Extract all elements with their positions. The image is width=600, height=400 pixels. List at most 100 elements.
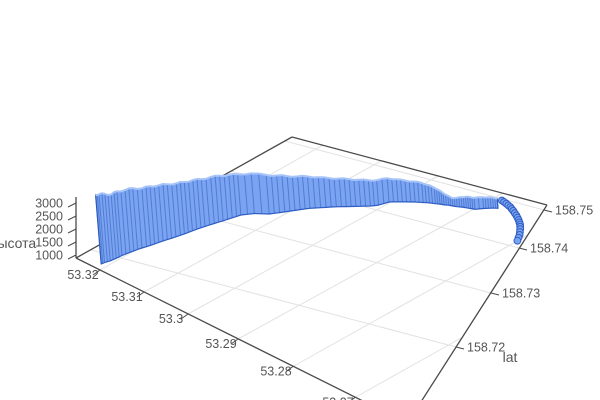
z-tick-mark (67, 228, 77, 234)
bar-stripe (286, 176, 291, 212)
bar-stripe (471, 197, 474, 209)
bar-stripe (250, 173, 255, 214)
bar-stripe (116, 191, 123, 256)
bar-stripe (381, 178, 385, 204)
bar-stripe (110, 194, 117, 259)
bar-stripe (113, 192, 120, 257)
bar-stripe (270, 175, 275, 214)
x-tick-label: 53.31 (111, 290, 142, 304)
bar-stripe (412, 181, 416, 203)
bar-stripe (281, 175, 286, 212)
x-axis-line (75, 257, 363, 400)
elevation-ribbon[interactable] (95, 172, 525, 265)
back-edge-right (291, 136, 548, 206)
bar-stripe (353, 179, 357, 207)
grid-line (90, 249, 457, 348)
bar-stripe (442, 193, 445, 205)
x-tick-label: 53.3 (159, 312, 183, 326)
bar-stripe (496, 198, 499, 209)
z-tick-mark (67, 254, 77, 260)
x-tick-mark (136, 291, 145, 298)
bar-stripe (477, 197, 480, 209)
bar-stripe (141, 188, 148, 247)
bar-stripe (386, 178, 390, 202)
bar-stripe (473, 197, 476, 210)
z-tick-label: 1000 (35, 249, 63, 263)
z-tick-label: 3000 (35, 197, 63, 211)
bar-stripe (421, 182, 424, 203)
band-top-highlight (95, 172, 498, 200)
y-tick-mark (543, 209, 553, 213)
grid-line (292, 234, 529, 367)
bar-stripe (438, 190, 441, 205)
bar-stripe (433, 187, 436, 204)
x-tick-label: 53.28 (260, 365, 291, 379)
bar-stripe (455, 197, 458, 207)
bar-stripe (492, 197, 494, 209)
bar-stripe (153, 186, 160, 243)
y-axis-title: lat (503, 349, 518, 365)
bar-stripe (132, 188, 139, 250)
bar-stripe (210, 177, 215, 224)
bar-stripe (214, 175, 220, 223)
bar-stripe (449, 196, 452, 206)
bar-stripe (188, 181, 193, 231)
bar-stripe (276, 175, 281, 213)
y-tick-label: 158.74 (530, 242, 568, 256)
bar-stripe (464, 196, 467, 208)
y-axis-line (421, 204, 548, 400)
z-tick-mark (67, 215, 77, 221)
bar-stripe (494, 198, 497, 209)
bar-stripe (95, 194, 102, 265)
bar-stripe (427, 184, 431, 203)
x-tick-mark (350, 397, 356, 400)
grid-line (354, 337, 463, 398)
y-tick-label: 158.73 (502, 287, 540, 301)
bar-stripe (395, 179, 399, 202)
x-tick-label: 53.27 (322, 396, 353, 400)
bar-stripe (391, 179, 395, 202)
bar-stripe (371, 180, 375, 206)
bar-stripe (107, 194, 114, 260)
y-tick-label: 158.72 (467, 341, 505, 355)
bar-stripe (228, 174, 233, 218)
bar-stripe (367, 180, 371, 207)
bar-stripe (166, 184, 173, 239)
x-tick-mark (180, 313, 189, 320)
bar-stripe (265, 174, 270, 214)
bar-stripe (404, 180, 408, 202)
bar-stripe (306, 176, 311, 209)
bar-stripe (291, 176, 296, 211)
bar-stripe (469, 196, 472, 209)
bar-stripe (219, 175, 224, 221)
bar-stripe (223, 175, 229, 220)
bar-stripe (338, 178, 342, 207)
bar-stripe (183, 181, 189, 233)
bar-stripe (237, 174, 242, 216)
y-tick-mark (490, 292, 500, 296)
bar-stripe (302, 175, 306, 209)
bar-stripe (98, 194, 105, 263)
y-tick-mark (518, 247, 528, 251)
bar-stripe (462, 197, 465, 208)
bar-stripe (136, 188, 143, 249)
bar-stripe (120, 191, 127, 254)
track-point[interactable] (513, 236, 522, 245)
bar-stripe (489, 197, 492, 209)
bar-stripe (175, 183, 181, 236)
bar-stripe (328, 178, 332, 208)
bar-stripe (430, 185, 433, 204)
z-axis-title: высота (0, 235, 36, 251)
bar-stripe (162, 183, 168, 240)
bar-stripe (484, 197, 487, 209)
y-tick-mark (455, 346, 465, 350)
bar-stripe (317, 177, 322, 208)
bar-stripe (447, 195, 450, 206)
bar-stripe (333, 178, 337, 207)
z-tick-label: 1500 (35, 236, 63, 250)
bar-stripe (417, 181, 420, 203)
bar-stripe (363, 179, 367, 207)
